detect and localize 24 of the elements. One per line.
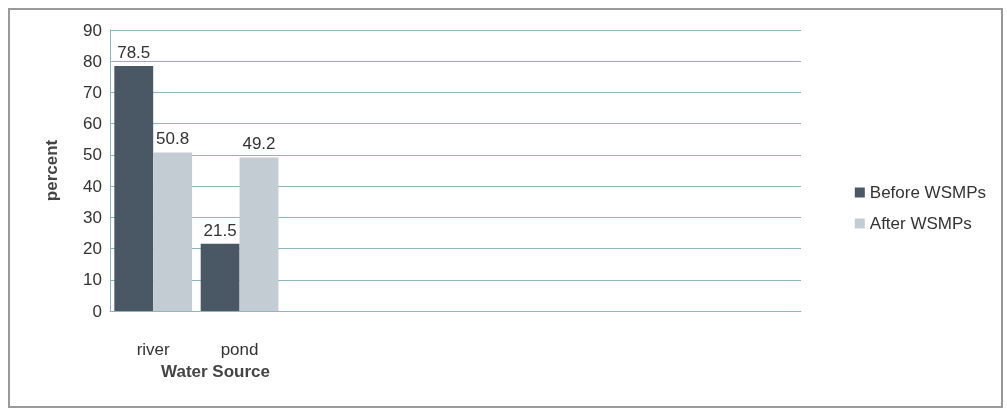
data-label: 78.5 [117, 42, 151, 62]
x-tick-label: pond [220, 340, 259, 359]
legend-label: Before WSMPs [869, 183, 987, 202]
y-tick-label: 70 [83, 82, 102, 102]
data-label: 50.8 [156, 129, 190, 149]
y-tick-label: 90 [83, 20, 102, 40]
bar [153, 152, 193, 311]
data-label: 49.2 [242, 134, 276, 154]
y-axis-title: percent [42, 139, 61, 202]
y-tick-label: 40 [83, 176, 102, 196]
y-tick-label: 10 [83, 270, 102, 290]
bar [114, 65, 154, 311]
y-tick-label: 60 [83, 114, 102, 134]
y-tick-label: 50 [83, 145, 102, 165]
bar [200, 243, 240, 311]
y-tick-label: 20 [83, 239, 102, 259]
legend-label: After WSMPs [869, 214, 972, 233]
x-axis-title: Water Source [161, 361, 270, 381]
x-tick-label: river [136, 340, 171, 359]
data-label: 21.5 [203, 220, 237, 240]
y-tick-label: 80 [83, 51, 102, 71]
y-tick-label: 0 [92, 301, 102, 321]
y-tick-label: 30 [83, 207, 102, 227]
bar [239, 157, 279, 311]
